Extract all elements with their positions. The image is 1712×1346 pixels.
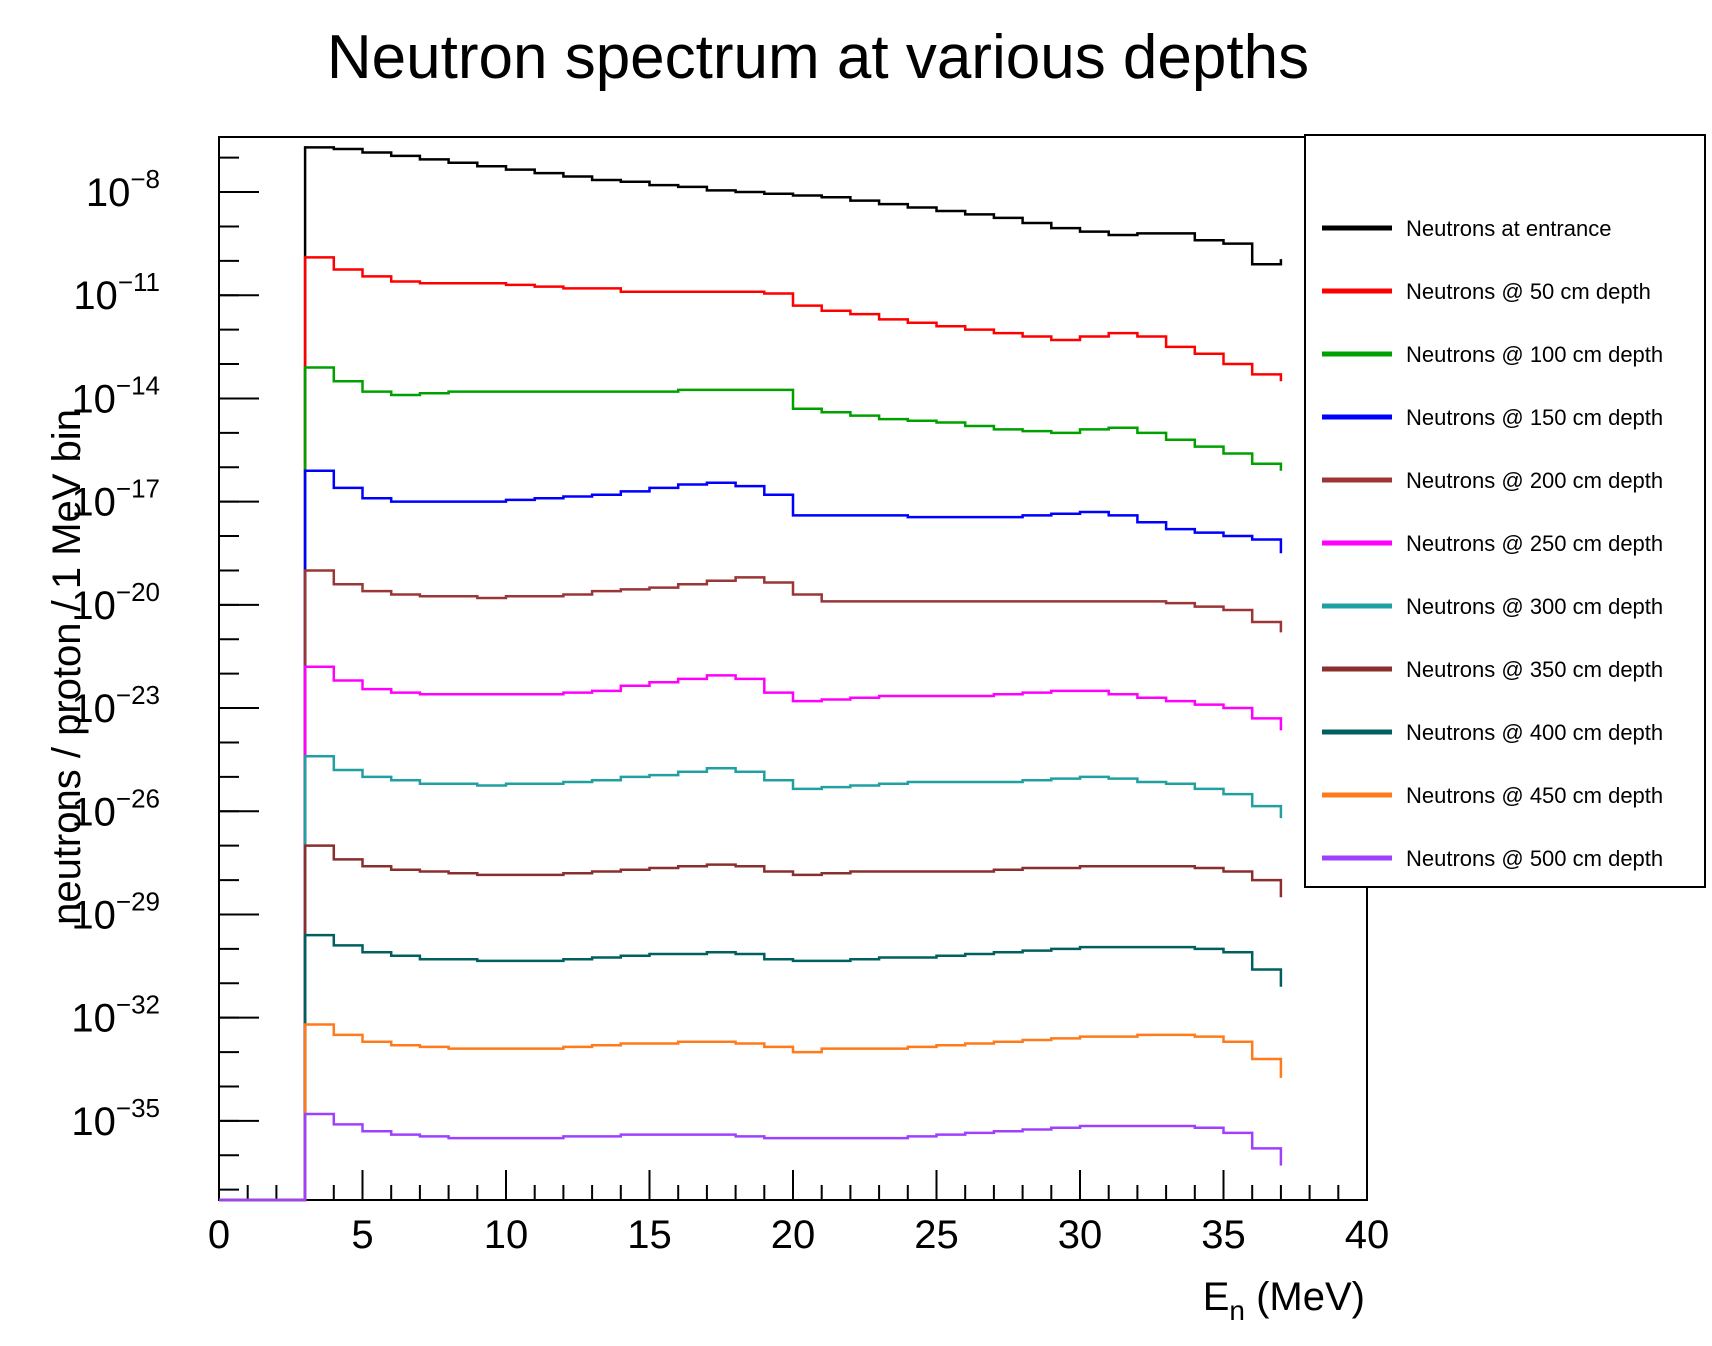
y-tick-exponent: −20	[116, 577, 160, 607]
y-tick-exponent: −17	[116, 474, 160, 504]
chart-title: Neutron spectrum at various depths	[327, 23, 1309, 92]
y-tick-exponent: −14	[116, 370, 160, 400]
y-tick-base: 10	[71, 1100, 116, 1144]
x-tick-label: 15	[627, 1213, 672, 1257]
legend-label: Neutrons @ 100 cm depth	[1406, 342, 1663, 367]
y-tick-base: 10	[71, 893, 116, 937]
legend-entry: Neutrons @ 400 cm depth	[1322, 720, 1663, 745]
series-line-2	[219, 366, 1283, 1202]
y-tick-exponent: −32	[116, 990, 160, 1020]
x-tick-label: 0	[208, 1213, 230, 1257]
y-tick-label: 10−20	[71, 577, 160, 628]
series-line-4	[219, 569, 1283, 1202]
y-tick-exponent: −8	[130, 164, 160, 194]
x-tick-label: 30	[1058, 1213, 1103, 1257]
legend-entries: Neutrons at entrance Neutrons @ 50 cm dep…	[1322, 216, 1663, 871]
series-line-8	[219, 933, 1283, 1202]
legend-label: Neutrons @ 450 cm depth	[1406, 783, 1663, 808]
legend-label: Neutrons @ 400 cm depth	[1406, 720, 1663, 745]
x-tick-label: 25	[914, 1213, 959, 1257]
y-tick-base: 10	[71, 997, 116, 1041]
series-line-6	[219, 754, 1283, 1202]
series-line-10	[219, 1112, 1283, 1202]
x-ticks	[218, 1170, 1368, 1200]
x-tick-labels: 0 5 10 15 20 25 30 35 40	[208, 1213, 1389, 1257]
y-tick-exponent: −11	[118, 267, 160, 297]
y-tick-label: 10−11	[73, 267, 160, 318]
y-tick-label: 10−32	[71, 990, 160, 1041]
legend-label: Neutrons @ 50 cm depth	[1406, 279, 1651, 304]
x-tick-label: 35	[1201, 1213, 1246, 1257]
legend-entry: Neutrons @ 300 cm depth	[1322, 594, 1663, 619]
legend-label: Neutrons @ 350 cm depth	[1406, 657, 1663, 682]
y-tick-label: 10−17	[71, 474, 160, 525]
legend-label: Neutrons @ 500 cm depth	[1406, 846, 1663, 871]
series-lines	[219, 146, 1283, 1202]
series-line-3	[219, 469, 1283, 1202]
y-tick-label: 10−35	[71, 1093, 160, 1144]
x-tick-label: 5	[351, 1213, 373, 1257]
y-tick-base: 10	[73, 274, 118, 318]
legend-entry: Neutrons @ 150 cm depth	[1322, 405, 1663, 430]
x-tick-label: 40	[1345, 1213, 1390, 1257]
x-tick-label: 10	[484, 1213, 529, 1257]
legend-entry: Neutrons at entrance	[1322, 216, 1611, 241]
y-tick-exponent: −23	[116, 680, 160, 710]
y-tick-base: 10	[71, 481, 116, 525]
y-tick-labels: 10−810−1110−1410−1710−2010−2310−2610−291…	[71, 164, 160, 1144]
series-line-0	[219, 146, 1283, 1202]
legend-entry: Neutrons @ 350 cm depth	[1322, 657, 1663, 682]
legend-entry: Neutrons @ 50 cm depth	[1322, 279, 1651, 304]
x-axis-label-subscript: n	[1229, 1295, 1245, 1326]
y-tick-label: 10−14	[71, 370, 160, 421]
legend-box	[1304, 134, 1706, 888]
y-axis-label: neutrons / proton / 1 MeV bin	[45, 409, 89, 925]
legend-label: Neutrons @ 300 cm depth	[1406, 594, 1663, 619]
series-line-5	[219, 665, 1283, 1202]
legend-label: Neutrons @ 200 cm depth	[1406, 468, 1663, 493]
legend-entry: Neutrons @ 100 cm depth	[1322, 342, 1663, 367]
y-tick-base: 10	[71, 377, 116, 421]
y-tick-base: 10	[86, 171, 131, 215]
x-axis-label-unit: (MeV)	[1245, 1275, 1365, 1319]
y-tick-exponent: −29	[116, 886, 160, 916]
legend-label: Neutrons at entrance	[1406, 216, 1611, 241]
legend-entry: Neutrons @ 500 cm depth	[1322, 846, 1663, 871]
series-line-9	[219, 1023, 1283, 1202]
series-line-7	[219, 844, 1283, 1202]
y-tick-exponent: −26	[116, 783, 160, 813]
legend-entry: Neutrons @ 250 cm depth	[1322, 531, 1663, 556]
series-line-1	[219, 256, 1283, 1202]
y-tick-label: 10−8	[86, 164, 160, 215]
legend-entry: Neutrons @ 450 cm depth	[1322, 783, 1663, 808]
y-tick-label: 10−23	[71, 680, 160, 731]
x-axis-label-main: E	[1203, 1275, 1230, 1319]
y-tick-label: 10−26	[71, 783, 160, 834]
y-tick-exponent: −35	[116, 1093, 160, 1123]
y-major-ticks	[219, 191, 259, 1122]
legend-label: Neutrons @ 250 cm depth	[1406, 531, 1663, 556]
y-tick-label: 10−29	[71, 886, 160, 937]
y-tick-base: 10	[71, 584, 116, 628]
x-axis-label: En (MeV)	[1203, 1275, 1365, 1326]
y-tick-base: 10	[71, 790, 116, 834]
legend-label: Neutrons @ 150 cm depth	[1406, 405, 1663, 430]
y-tick-base: 10	[71, 687, 116, 731]
x-tick-label: 20	[771, 1213, 816, 1257]
legend-entry: Neutrons @ 200 cm depth	[1322, 468, 1663, 493]
